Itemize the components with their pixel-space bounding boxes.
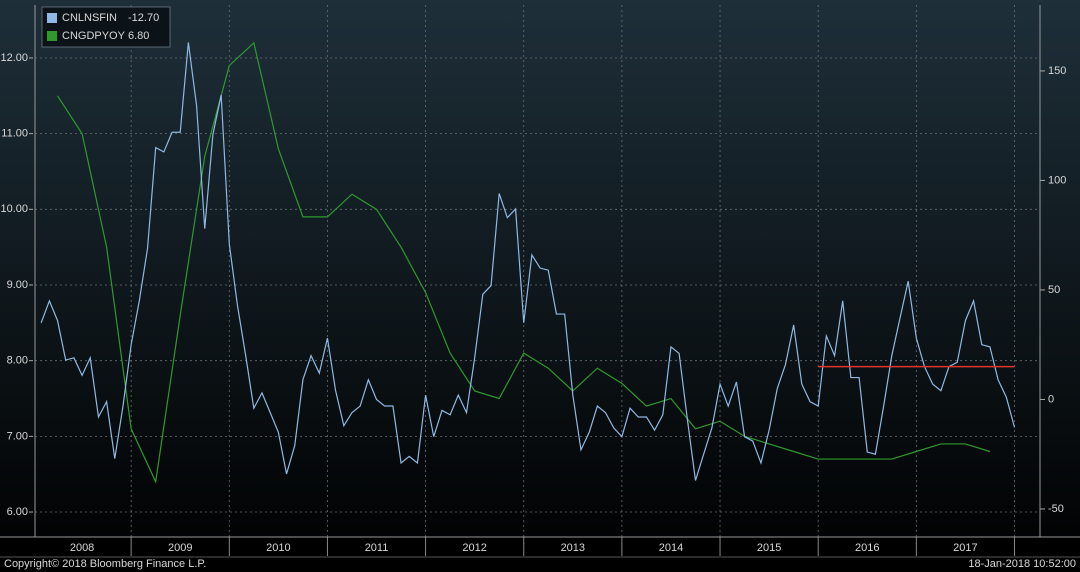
timestamp: 18-Jan-2018 10:52:00 [968, 558, 1076, 570]
x-tick-label: 2012 [462, 542, 486, 554]
y-tick-label: 10.00 [0, 203, 28, 215]
y-tick-label: 8.00 [7, 355, 28, 367]
x-tick-label: 2016 [855, 542, 879, 554]
x-tick-label: 2015 [757, 542, 781, 554]
x-tick-label: 2017 [953, 542, 977, 554]
y2-tick-label: 0 [1048, 393, 1054, 405]
y2-tick-label: 100 [1048, 174, 1066, 186]
legend-value: 6.80 [128, 30, 149, 42]
y-tick-label: 12.00 [0, 52, 28, 64]
y2-tick-label: -50 [1048, 503, 1064, 515]
y2-tick-label: 50 [1048, 284, 1060, 296]
y-tick-label: 7.00 [7, 430, 28, 442]
x-tick-label: 2011 [365, 542, 389, 554]
legend-swatch [47, 13, 57, 23]
y-tick-label: 6.00 [7, 506, 28, 518]
x-tick-label: 2009 [168, 542, 192, 554]
x-tick-label: 2008 [70, 542, 94, 554]
x-tick-label: 2010 [266, 542, 290, 554]
legend-value: -12.70 [128, 12, 159, 24]
legend-box [41, 6, 171, 48]
y2-tick-label: 150 [1048, 65, 1066, 77]
legend-label: CNLNSFIN [62, 12, 117, 24]
x-tick-label: 2013 [561, 542, 585, 554]
copyright: Copyright© 2018 Bloomberg Finance L.P. [4, 558, 206, 570]
axis-band [0, 537, 1080, 572]
legend-label: CNGDPYOY [62, 30, 126, 42]
series-line [57, 41, 991, 484]
series-line [40, 42, 1016, 481]
x-tick-label: 2014 [659, 542, 683, 554]
y-tick-label: 11.00 [1, 128, 28, 140]
legend-swatch [47, 31, 57, 41]
y-tick-label: 9.00 [7, 279, 28, 291]
